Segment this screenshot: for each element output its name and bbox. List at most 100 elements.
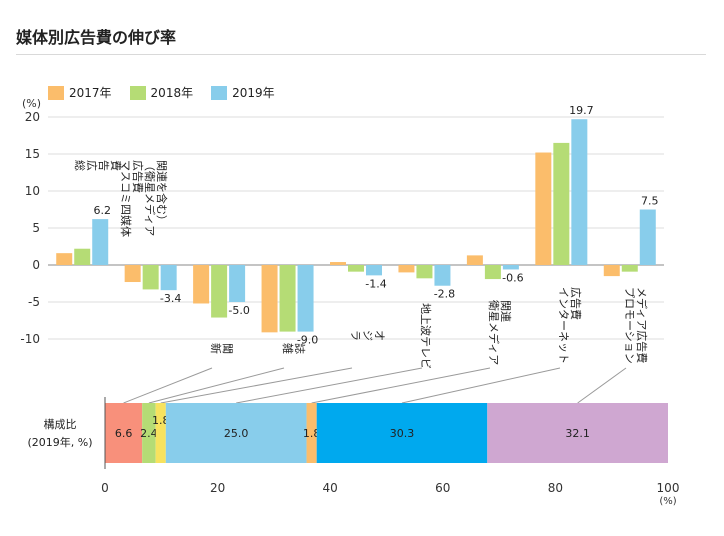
bar xyxy=(92,219,109,265)
category-label-line: 関連 xyxy=(499,300,513,322)
composition-sublabel: (2019年, %) xyxy=(27,435,92,449)
data-label: 6.2 xyxy=(93,204,111,217)
category-label-line: メディア広告費 xyxy=(635,287,649,363)
segment-label: 6.6 xyxy=(115,427,133,440)
bar xyxy=(160,265,177,291)
bar xyxy=(366,265,382,276)
legend-item-2017: 2017年 xyxy=(48,84,112,101)
category-label-line: 費 xyxy=(109,160,123,171)
composition-segment xyxy=(306,403,317,463)
legend-label-2019: 2019年 xyxy=(232,86,275,100)
category-label-line: 衛星メディア xyxy=(487,300,501,365)
segment-label: 1.8 xyxy=(152,414,170,427)
bar xyxy=(502,265,519,270)
legend-swatch-2017 xyxy=(48,85,64,100)
x-axis-unit: (%) xyxy=(659,496,676,507)
category-label-line: 告 xyxy=(97,160,110,171)
leader-line xyxy=(577,367,627,404)
category-label: 新聞 xyxy=(209,343,234,354)
category-label: 雑誌 xyxy=(281,343,307,354)
category-label: ラジオ xyxy=(349,330,386,341)
leader-line xyxy=(160,367,353,404)
category-label-line: ジ xyxy=(361,330,374,341)
legend-item-2018: 2018年 xyxy=(129,84,194,101)
segment-label: 25.0 xyxy=(224,427,249,440)
category-label: 衛星メディア関連 xyxy=(487,300,513,365)
page-title: 媒体別広告費の伸び率 xyxy=(16,28,177,47)
category-label-line: 地上波テレビ xyxy=(419,303,432,369)
x-tick-label: 40 xyxy=(323,481,338,495)
category-label-line: インターネット xyxy=(557,287,570,364)
category-label-line: 総 xyxy=(73,160,87,171)
category-label-line: プロモーション xyxy=(623,287,636,364)
y-tick-label: -5 xyxy=(28,295,40,309)
category-label-line: 誌 xyxy=(293,343,307,354)
category-label: マスコミ四媒体広告費（衛星メディア関連を含む） xyxy=(119,160,169,237)
legend-item-2019: 2019年 xyxy=(211,84,275,101)
bar xyxy=(535,152,552,265)
bar xyxy=(484,265,501,280)
category-label-line: 広告費 xyxy=(131,160,145,193)
composition-segment xyxy=(142,403,156,463)
composition-segment xyxy=(165,403,307,463)
y-tick-label: 10 xyxy=(25,184,40,198)
bar xyxy=(466,255,483,265)
composition-label: 構成比 xyxy=(44,418,77,431)
title-divider xyxy=(16,54,706,55)
composition-segment xyxy=(316,403,488,463)
legend-swatch-2019 xyxy=(211,85,228,100)
data-label: -9.0 xyxy=(297,334,318,347)
x-tick-label: 60 xyxy=(435,481,450,495)
leader-line xyxy=(148,367,285,404)
bar xyxy=(142,265,159,290)
y-axis-unit: (%) xyxy=(22,97,41,110)
category-label-line: 広 xyxy=(85,160,98,171)
bar xyxy=(229,265,246,302)
bar xyxy=(416,265,433,279)
y-tick-label: -10 xyxy=(20,332,40,346)
leader-line xyxy=(311,367,491,404)
x-tick-label: 20 xyxy=(210,481,225,495)
bar xyxy=(261,265,278,333)
bar xyxy=(193,265,210,304)
y-tick-label: 5 xyxy=(32,221,40,235)
data-label: -5.0 xyxy=(228,304,249,317)
category-label: プロモーションメディア広告費 xyxy=(623,287,649,364)
category-label: 総広告費 xyxy=(73,160,123,171)
legend-label-2018: 2018年 xyxy=(150,86,194,100)
x-tick-label: 0 xyxy=(101,481,109,495)
category-label: 地上波テレビ xyxy=(419,303,432,369)
leader-line xyxy=(236,367,423,404)
category-label-line: 雑 xyxy=(281,343,295,354)
category-label-line: 関連を含む） xyxy=(155,160,169,226)
segment-label: 32.1 xyxy=(565,427,590,440)
bar xyxy=(297,265,314,332)
bar xyxy=(639,209,656,265)
bar xyxy=(211,265,228,318)
bar xyxy=(603,265,620,277)
data-label: -1.4 xyxy=(365,277,386,290)
y-tick-label: 15 xyxy=(25,147,40,161)
segment-label: 1.8 xyxy=(303,427,321,440)
legend-label-2017: 2017年 xyxy=(69,86,112,100)
bar xyxy=(124,265,141,283)
segment-label: 2.4 xyxy=(140,427,158,440)
bar xyxy=(330,262,346,265)
category-label-line: 聞 xyxy=(221,343,234,354)
data-label: -0.6 xyxy=(502,271,523,284)
data-label: 19.7 xyxy=(569,104,594,117)
category-label-line: ラ xyxy=(349,330,362,341)
bar xyxy=(434,265,451,286)
bar xyxy=(56,253,73,265)
leader-line xyxy=(123,367,213,404)
category-label-line: 広告費 xyxy=(569,287,583,320)
data-label: 7.5 xyxy=(641,195,659,208)
bar xyxy=(398,265,415,273)
data-label: -2.8 xyxy=(434,288,455,301)
category-label-line: マスコミ四媒体 xyxy=(119,160,133,237)
composition-segment xyxy=(487,403,668,463)
data-label: -3.4 xyxy=(160,292,181,305)
legend: 2017年 2018年 2019年 xyxy=(48,84,275,101)
bar xyxy=(348,265,364,272)
